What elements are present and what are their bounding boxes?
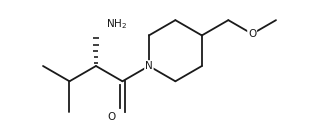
Text: O: O <box>248 29 256 39</box>
Text: N: N <box>145 61 153 71</box>
Text: O: O <box>108 112 116 122</box>
Text: NH$_2$: NH$_2$ <box>106 17 127 31</box>
